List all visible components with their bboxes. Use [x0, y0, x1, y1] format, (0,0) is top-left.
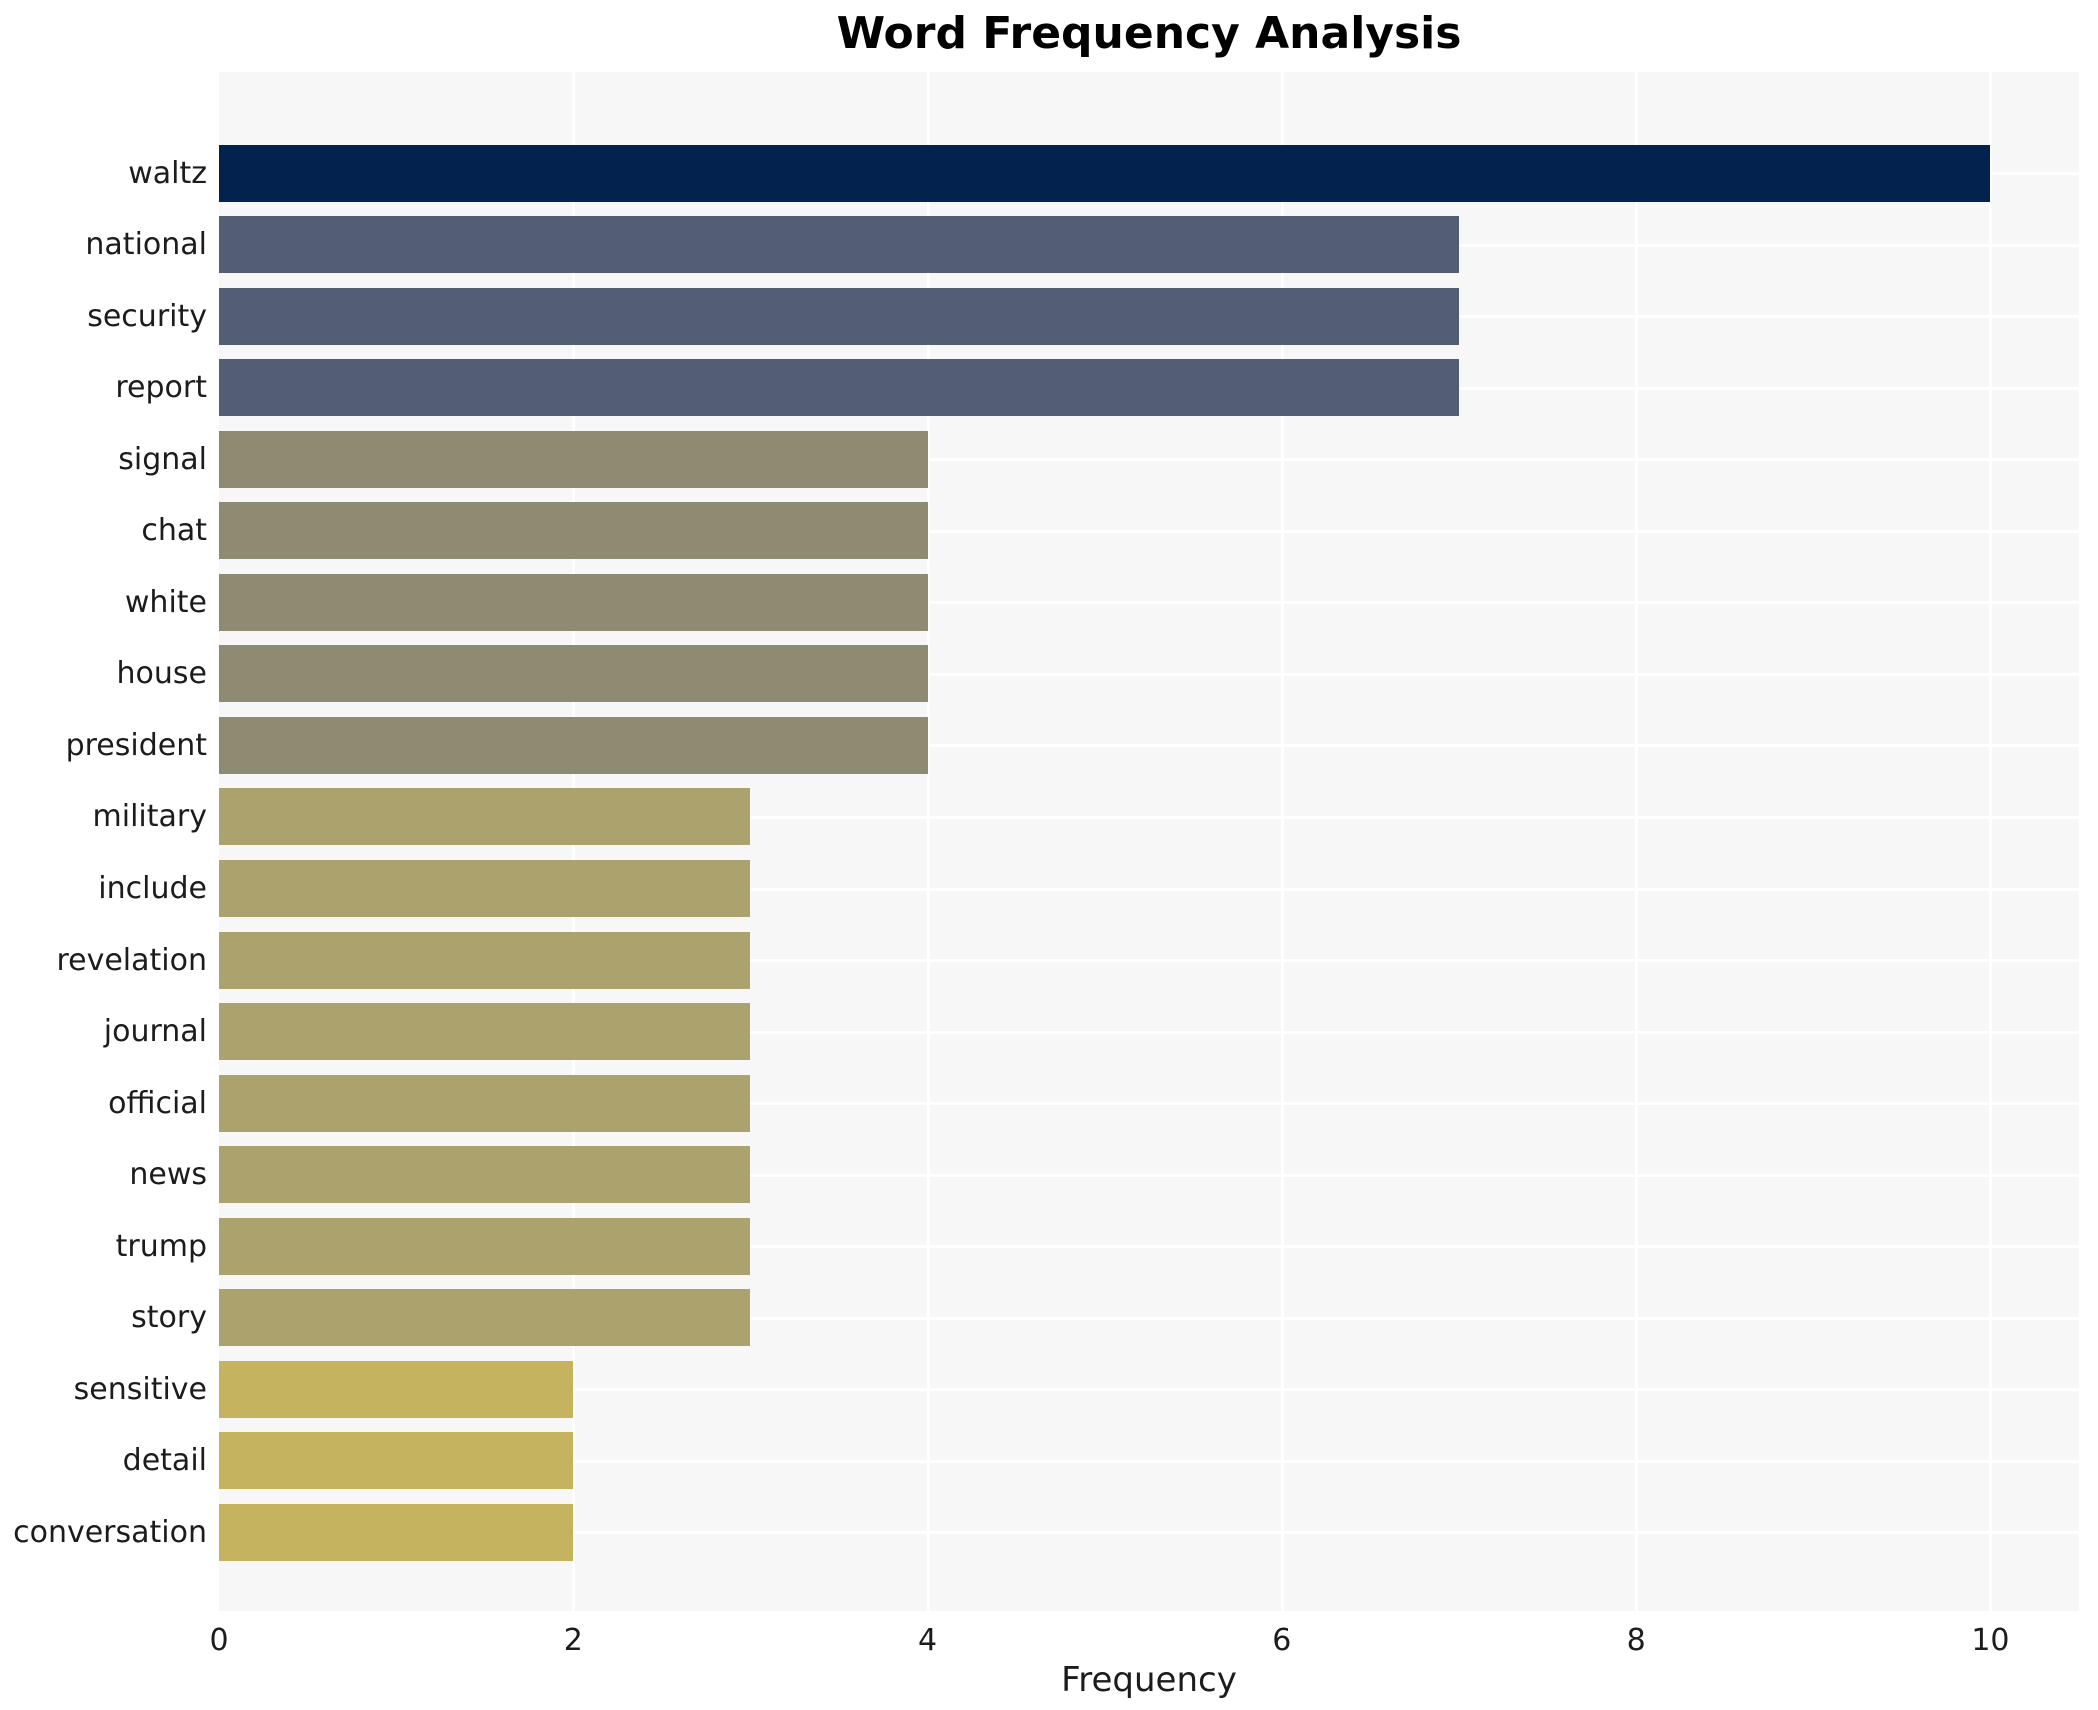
y-tick-label-include: include [98, 871, 207, 906]
bar-official [219, 1074, 751, 1132]
vertical-gridline [1635, 72, 1639, 1611]
y-tick-label-chat: chat [141, 513, 207, 549]
bar-story [219, 1289, 751, 1347]
bar-sensitive [219, 1360, 574, 1418]
y-tick-label-waltz: waltz [128, 155, 207, 191]
bar-report [219, 359, 1459, 417]
horizontal-gridline [219, 959, 2079, 963]
x-tick-label: 4 [918, 1623, 938, 1658]
y-tick-label-revelation: revelation [56, 942, 207, 978]
bar-trump [219, 1217, 751, 1275]
y-tick-label-president: president [65, 727, 207, 763]
bar-include [219, 860, 751, 917]
horizontal-gridline [219, 1102, 2079, 1106]
y-tick-label-journal: journal [103, 1014, 207, 1050]
horizontal-gridline [219, 529, 2079, 533]
y-tick-label-sensitive: sensitive [73, 1371, 207, 1407]
y-tick-label-report: report [115, 370, 207, 406]
plot-area [219, 72, 2079, 1611]
bar-revelation [219, 931, 751, 989]
horizontal-gridline [219, 1388, 2079, 1392]
vertical-gridline [1280, 72, 1284, 1611]
bar-signal [219, 430, 928, 488]
bar-journal [219, 1003, 751, 1061]
bar-national [219, 216, 1459, 274]
bar-military [219, 788, 751, 846]
bar-security [219, 287, 1459, 345]
horizontal-gridline [219, 1245, 2079, 1249]
bar-chat [219, 502, 928, 560]
vertical-gridline [926, 72, 930, 1611]
y-tick-label-military: military [92, 799, 207, 835]
y-tick-label-national: national [85, 227, 207, 263]
horizontal-gridline [219, 601, 2079, 605]
bar-news [219, 1146, 751, 1204]
bar-president [219, 716, 928, 774]
bar-detail [219, 1432, 574, 1490]
y-tick-label-detail: detail [122, 1443, 207, 1479]
horizontal-gridline [219, 458, 2079, 462]
y-tick-label-conversation: conversation [13, 1514, 207, 1550]
y-tick-label-house: house [116, 656, 207, 692]
horizontal-gridline [219, 1030, 2079, 1034]
horizontal-gridline [219, 1316, 2079, 1320]
chart-title: Word Frequency Analysis [836, 8, 1462, 59]
horizontal-gridline [219, 1173, 2079, 1177]
y-tick-label-official: official [108, 1085, 207, 1121]
horizontal-gridline [219, 815, 2079, 819]
horizontal-gridline [219, 1531, 2079, 1535]
horizontal-gridline [219, 672, 2079, 676]
x-tick-label: 2 [563, 1623, 583, 1658]
bar-house [219, 645, 928, 703]
x-tick-label: 8 [1626, 1623, 1646, 1658]
vertical-gridline [1989, 72, 1993, 1611]
y-tick-label-news: news [129, 1157, 207, 1193]
y-tick-label-signal: signal [118, 441, 207, 477]
horizontal-gridline [219, 1459, 2079, 1463]
horizontal-gridline [219, 887, 2079, 891]
x-tick-label: 0 [209, 1623, 229, 1658]
y-tick-label-white: white [124, 584, 207, 620]
bar-white [219, 573, 928, 631]
x-axis-title: Frequency [1061, 1660, 1237, 1700]
horizontal-gridline [219, 744, 2079, 748]
x-tick-label: 6 [1272, 1623, 1292, 1658]
x-tick-label: 10 [1971, 1623, 2010, 1658]
bar-conversation [219, 1503, 574, 1561]
y-tick-label-story: story [131, 1300, 207, 1336]
y-tick-label-security: security [87, 298, 207, 334]
y-tick-label-trump: trump [115, 1228, 207, 1264]
bar-waltz [219, 144, 1991, 202]
